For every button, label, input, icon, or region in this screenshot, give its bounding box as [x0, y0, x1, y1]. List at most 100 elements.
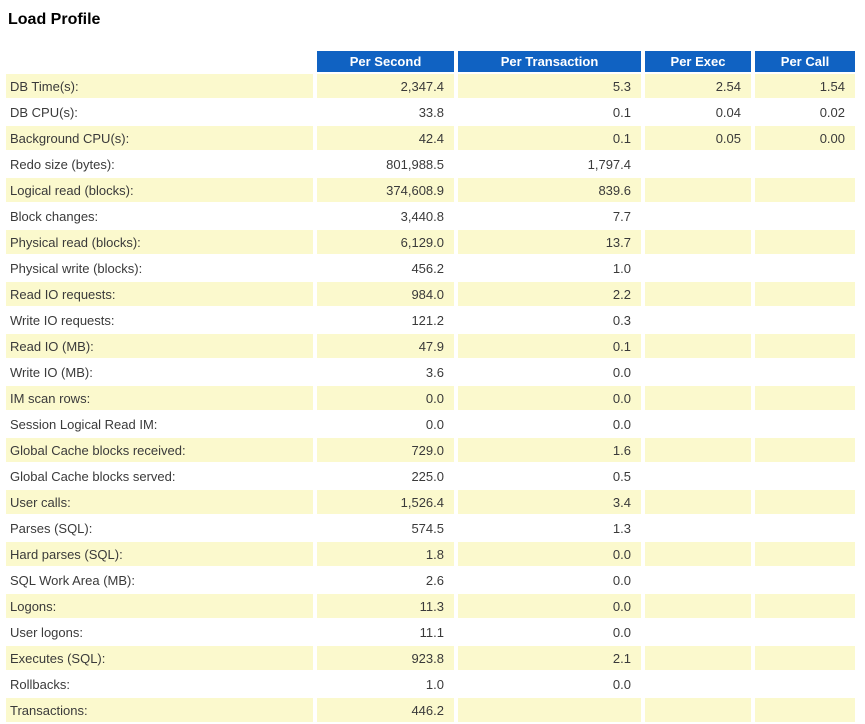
load-profile-table-body: DB Time(s): 2,347.4 5.3 2.54 1.54 DB CPU(s): 3… [6, 74, 855, 722]
metric-value-per-exec [645, 646, 751, 670]
metric-value-per-transaction: 0.1 [458, 334, 641, 358]
metric-value-per-call: 0.00 [755, 126, 855, 150]
metric-label: Read IO (MB): [6, 334, 313, 358]
metric-value-per-transaction: 3.4 [458, 490, 641, 514]
metric-value-per-call [755, 334, 855, 358]
metric-value-per-call [755, 178, 855, 202]
table-row: Physical read (blocks): 6,129.0 13.7 [6, 230, 855, 254]
metric-label: Physical read (blocks): [6, 230, 313, 254]
table-row: Executes (SQL): 923.8 2.1 [6, 646, 855, 670]
metric-value-per-transaction: 0.0 [458, 672, 641, 696]
metric-label: Logons: [6, 594, 313, 618]
metric-value-per-second: 2.6 [317, 568, 454, 592]
metric-label: Physical write (blocks): [6, 256, 313, 280]
metric-value-per-call [755, 204, 855, 228]
metric-value-per-exec [645, 438, 751, 462]
metric-label: Global Cache blocks received: [6, 438, 313, 462]
metric-value-per-second: 456.2 [317, 256, 454, 280]
metric-label: User logons: [6, 620, 313, 644]
metric-value-per-exec [645, 412, 751, 436]
metric-value-per-second: 0.0 [317, 412, 454, 436]
metric-label: Session Logical Read IM: [6, 412, 313, 436]
metric-value-per-exec [645, 152, 751, 176]
table-row: Read IO (MB): 47.9 0.1 [6, 334, 855, 358]
metric-value-per-call [755, 542, 855, 566]
metric-value-per-second: 1.8 [317, 542, 454, 566]
metric-value-per-second: 225.0 [317, 464, 454, 488]
metric-value-per-transaction: 0.5 [458, 464, 641, 488]
metric-value-per-exec [645, 620, 751, 644]
table-row: Transactions: 446.2 [6, 698, 855, 722]
metric-value-per-transaction: 0.3 [458, 308, 641, 332]
metric-value-per-exec [645, 516, 751, 540]
metric-value-per-exec [645, 490, 751, 514]
metric-value-per-exec [645, 178, 751, 202]
table-row: Parses (SQL): 574.5 1.3 [6, 516, 855, 540]
table-row: Session Logical Read IM: 0.0 0.0 [6, 412, 855, 436]
metric-value-per-call [755, 152, 855, 176]
metric-label: Global Cache blocks served: [6, 464, 313, 488]
metric-value-per-second: 3,440.8 [317, 204, 454, 228]
metric-value-per-second: 2,347.4 [317, 74, 454, 98]
metric-label: Write IO (MB): [6, 360, 313, 384]
metric-value-per-call: 0.02 [755, 100, 855, 124]
metric-value-per-second: 3.6 [317, 360, 454, 384]
table-header-row: Per Second Per Transaction Per Exec Per … [6, 51, 855, 72]
metric-value-per-transaction: 0.0 [458, 568, 641, 592]
metric-value-per-second: 11.1 [317, 620, 454, 644]
metric-label: Redo size (bytes): [6, 152, 313, 176]
table-row: User calls: 1,526.4 3.4 [6, 490, 855, 514]
table-row: Logons: 11.3 0.0 [6, 594, 855, 618]
metric-value-per-second: 1,526.4 [317, 490, 454, 514]
metric-value-per-call [755, 256, 855, 280]
table-row: Block changes: 3,440.8 7.7 [6, 204, 855, 228]
metric-value-per-call [755, 438, 855, 462]
metric-value-per-call: 1.54 [755, 74, 855, 98]
metric-value-per-transaction: 1.0 [458, 256, 641, 280]
metric-value-per-transaction: 1,797.4 [458, 152, 641, 176]
metric-label: Hard parses (SQL): [6, 542, 313, 566]
metric-value-per-exec [645, 334, 751, 358]
metric-label: User calls: [6, 490, 313, 514]
column-header-per-transaction: Per Transaction [458, 51, 641, 72]
metric-value-per-exec [645, 204, 751, 228]
metric-value-per-call [755, 282, 855, 306]
metric-value-per-call [755, 308, 855, 332]
metric-value-per-call [755, 594, 855, 618]
metric-value-per-second: 42.4 [317, 126, 454, 150]
metric-value-per-transaction: 0.1 [458, 126, 641, 150]
metric-value-per-transaction: 1.3 [458, 516, 641, 540]
metric-value-per-exec [645, 542, 751, 566]
table-row: DB CPU(s): 33.8 0.1 0.04 0.02 [6, 100, 855, 124]
table-row: SQL Work Area (MB): 2.6 0.0 [6, 568, 855, 592]
metric-value-per-exec [645, 464, 751, 488]
metric-value-per-transaction: 0.0 [458, 412, 641, 436]
table-row: DB Time(s): 2,347.4 5.3 2.54 1.54 [6, 74, 855, 98]
metric-label: DB Time(s): [6, 74, 313, 98]
metric-value-per-call [755, 672, 855, 696]
metric-label: Executes (SQL): [6, 646, 313, 670]
metric-value-per-exec [645, 594, 751, 618]
metric-value-per-second: 47.9 [317, 334, 454, 358]
metric-value-per-transaction: 0.0 [458, 386, 641, 410]
metric-value-per-call [755, 698, 855, 722]
metric-value-per-transaction: 0.0 [458, 620, 641, 644]
metric-value-per-exec [645, 568, 751, 592]
metric-label: Rollbacks: [6, 672, 313, 696]
table-row: Global Cache blocks served: 225.0 0.5 [6, 464, 855, 488]
table-row: Read IO requests: 984.0 2.2 [6, 282, 855, 306]
metric-value-per-call [755, 360, 855, 384]
table-row: Write IO (MB): 3.6 0.0 [6, 360, 855, 384]
metric-value-per-transaction: 7.7 [458, 204, 641, 228]
column-header-per-exec: Per Exec [645, 51, 751, 72]
metric-value-per-call [755, 620, 855, 644]
metric-value-per-call [755, 230, 855, 254]
table-row: IM scan rows: 0.0 0.0 [6, 386, 855, 410]
metric-value-per-exec [645, 282, 751, 306]
metric-value-per-exec [645, 308, 751, 332]
metric-value-per-exec [645, 386, 751, 410]
metric-value-per-transaction: 13.7 [458, 230, 641, 254]
table-row: Redo size (bytes): 801,988.5 1,797.4 [6, 152, 855, 176]
metric-value-per-transaction: 0.1 [458, 100, 641, 124]
page-title: Load Profile [8, 11, 101, 28]
